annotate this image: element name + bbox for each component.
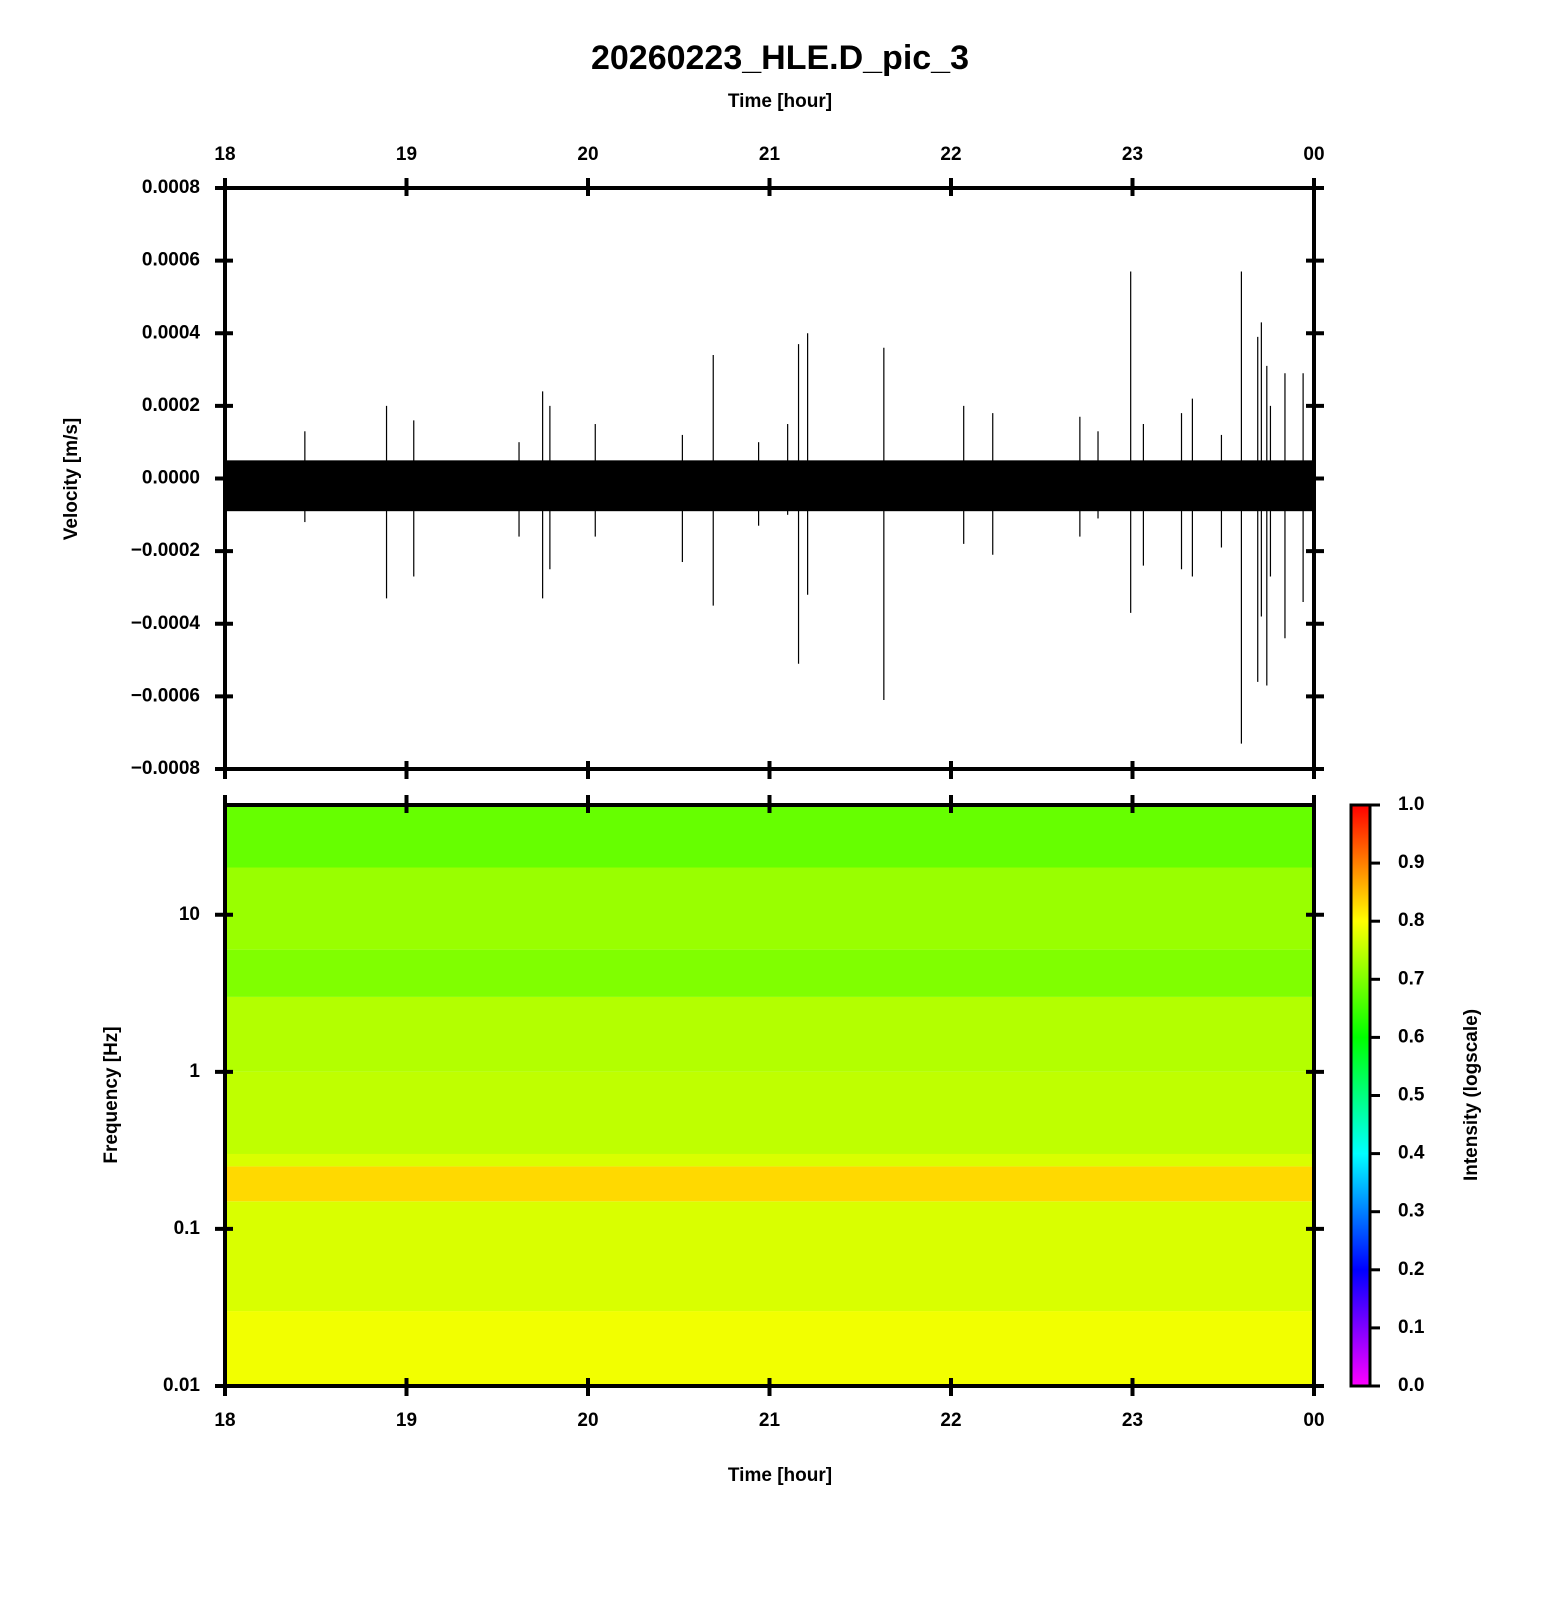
x-tick-label: 19 (396, 144, 417, 165)
colorbar-tick-label: 0.7 (1398, 968, 1424, 989)
x-tick-label: 23 (1122, 144, 1143, 165)
y-axis-label: Velocity [m/s] (61, 418, 82, 541)
heatmap-cell (225, 1071, 1314, 1154)
x-tick-label: 21 (759, 144, 781, 165)
x-tick-label: 20 (577, 144, 598, 165)
y-axis-label: Frequency [Hz] (101, 1026, 122, 1163)
plot-frame (223, 186, 1316, 771)
x-tick-label: 23 (1122, 1410, 1143, 1431)
heatmap-cell (225, 805, 1314, 868)
heatmap-cell (225, 1201, 1314, 1312)
colorbar-tick-label: 0.6 (1398, 1026, 1424, 1047)
x-tick-label: 18 (214, 1410, 235, 1431)
y-tick-label: −0.0006 (131, 685, 200, 706)
x-tick-label: 22 (940, 1410, 961, 1431)
noise-band (225, 460, 1314, 512)
y-tick-label: 0.1 (174, 1218, 201, 1239)
plot-frame (223, 803, 1316, 1388)
colorbar-tick-label: 0.9 (1398, 852, 1424, 873)
y-tick-label: 1 (189, 1061, 200, 1082)
y-tick-label: 10 (179, 904, 200, 925)
colorbar-tick-label: 0.3 (1398, 1201, 1424, 1222)
y-tick-label: 0.0002 (142, 395, 200, 416)
x-tick-label: 22 (940, 144, 961, 165)
colorbar-label: Intensity (logscale) (1461, 1009, 1482, 1181)
y-tick-label: −0.0004 (131, 613, 201, 634)
y-tick-label: 0.0004 (142, 322, 201, 343)
heatmap-cell (225, 1153, 1314, 1167)
y-tick-label: −0.0002 (131, 540, 200, 561)
x-tick-label: 21 (759, 1410, 781, 1431)
colorbar-tick-label: 0.0 (1398, 1375, 1424, 1396)
x-tick-label: 00 (1303, 144, 1324, 165)
heatmap-cell (225, 996, 1314, 1072)
colorbar-tick-label: 0.1 (1398, 1317, 1425, 1338)
x-axis-label: Time [hour] (728, 91, 832, 112)
heatmap-cell (225, 1166, 1314, 1202)
x-axis-label: Time [hour] (728, 1465, 832, 1486)
colorbar-tick-label: 1.0 (1398, 794, 1424, 815)
y-tick-label: 0.0008 (142, 177, 200, 198)
colorbar-tick-label: 0.2 (1398, 1259, 1424, 1280)
heatmap-cell (225, 867, 1314, 950)
x-tick-label: 00 (1303, 1410, 1324, 1431)
y-tick-label: 0.01 (163, 1375, 200, 1396)
chart-title: 20260223_HLE.D_pic_3 (591, 39, 969, 77)
x-tick-label: 19 (396, 1410, 417, 1431)
y-tick-label: 0.0000 (142, 468, 200, 489)
colorbar (1349, 803, 1372, 1388)
y-tick-label: −0.0008 (131, 758, 200, 779)
colorbar-tick-label: 0.4 (1398, 1143, 1425, 1164)
heatmap-cell (225, 1311, 1314, 1386)
colorbar-tick-label: 0.8 (1398, 910, 1424, 931)
y-tick-label: 0.0006 (142, 250, 200, 271)
colorbar-tick-label: 0.5 (1398, 1085, 1425, 1106)
x-tick-label: 20 (577, 1410, 598, 1431)
heatmap-cell (225, 949, 1314, 997)
x-tick-label: 18 (214, 144, 235, 165)
